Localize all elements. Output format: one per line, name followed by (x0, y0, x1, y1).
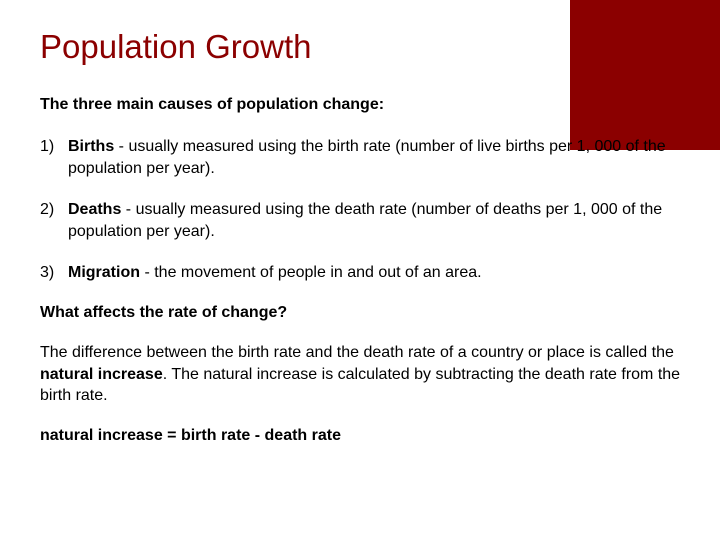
definition: - usually measured using the birth rate … (68, 138, 666, 177)
formula-text: natural increase = birth rate - death ra… (40, 427, 684, 445)
para-pre: The difference between the birth rate an… (40, 344, 674, 361)
para-bold: natural increase (40, 366, 163, 383)
list-item: Migration - the movement of people in an… (40, 262, 684, 284)
definition: - usually measured using the death rate … (68, 201, 662, 240)
term: Births (68, 138, 114, 155)
term: Deaths (68, 201, 121, 218)
corner-accent-box (570, 0, 720, 150)
causes-list: Births - usually measured using the birt… (40, 136, 684, 284)
definition: - the movement of people in and out of a… (140, 264, 482, 281)
term: Migration (68, 264, 140, 281)
list-item: Deaths - usually measured using the deat… (40, 199, 684, 242)
explanation-paragraph: The difference between the birth rate an… (40, 342, 684, 407)
list-item: Births - usually measured using the birt… (40, 136, 684, 179)
question-heading: What affects the rate of change? (40, 304, 684, 322)
